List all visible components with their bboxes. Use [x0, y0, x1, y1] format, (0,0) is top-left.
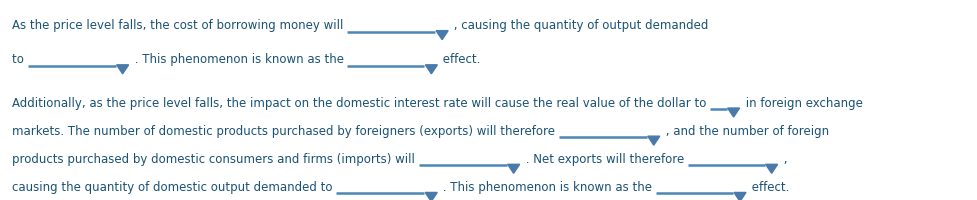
Polygon shape: [436, 31, 447, 40]
Polygon shape: [647, 136, 659, 145]
Text: in foreign exchange: in foreign exchange: [741, 96, 862, 109]
Text: . This phenomenon is known as the: . This phenomenon is known as the: [439, 180, 656, 193]
Text: markets. The number of domestic products purchased by foreigners (exports) will : markets. The number of domestic products…: [12, 124, 558, 137]
Text: products purchased by domestic consumers and firms (imports) will: products purchased by domestic consumers…: [12, 152, 418, 165]
Text: , and the number of foreign: , and the number of foreign: [661, 124, 828, 137]
Text: As the price level falls, the cost of borrowing money will: As the price level falls, the cost of bo…: [12, 19, 347, 32]
Polygon shape: [116, 65, 129, 74]
Text: Additionally, as the price level falls, the impact on the domestic interest rate: Additionally, as the price level falls, …: [12, 96, 709, 109]
Polygon shape: [765, 164, 777, 173]
Polygon shape: [734, 192, 745, 200]
Text: effect.: effect.: [439, 53, 481, 66]
Polygon shape: [425, 65, 437, 74]
Text: ,: ,: [779, 152, 786, 165]
Polygon shape: [727, 108, 739, 117]
Text: to: to: [12, 53, 27, 66]
Text: . Net exports will therefore: . Net exports will therefore: [521, 152, 687, 165]
Text: effect.: effect.: [747, 180, 788, 193]
Text: . This phenomenon is known as the: . This phenomenon is known as the: [131, 53, 347, 66]
Polygon shape: [507, 164, 519, 173]
Text: , causing the quantity of output demanded: , causing the quantity of output demande…: [449, 19, 707, 32]
Polygon shape: [425, 192, 437, 200]
Text: causing the quantity of domestic output demanded to: causing the quantity of domestic output …: [12, 180, 336, 193]
